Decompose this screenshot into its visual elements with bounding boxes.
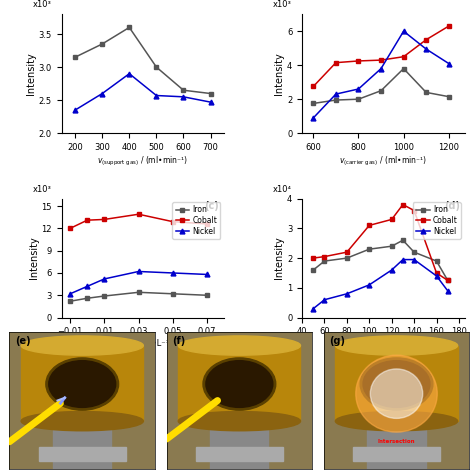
Nickel	[434, 273, 439, 279]
Nickel	[136, 269, 141, 274]
Nickel	[322, 297, 328, 302]
Cobalt	[400, 202, 406, 208]
Text: (e): (e)	[15, 336, 31, 346]
Cobalt	[84, 218, 90, 223]
Nickel	[445, 288, 451, 294]
Iron	[204, 292, 210, 298]
Nickel	[411, 257, 417, 263]
Ellipse shape	[360, 358, 433, 410]
Text: (d): (d)	[444, 201, 460, 211]
Ellipse shape	[178, 336, 301, 355]
Ellipse shape	[46, 358, 118, 410]
Iron	[411, 249, 417, 255]
Text: x10⁴: x10⁴	[273, 185, 292, 194]
Bar	[210, 420, 268, 469]
Bar	[367, 420, 426, 469]
Line: Nickel: Nickel	[68, 269, 210, 296]
Iron	[400, 237, 406, 243]
Iron	[170, 291, 176, 297]
Nickel	[310, 306, 316, 311]
Cobalt	[136, 211, 141, 217]
Ellipse shape	[21, 336, 143, 355]
Nickel	[366, 282, 372, 288]
Iron	[389, 243, 394, 249]
X-axis label: pH / (mol•L⁻¹): pH / (mol•L⁻¹)	[113, 339, 173, 348]
Circle shape	[356, 355, 437, 432]
Nickel	[344, 291, 350, 297]
Text: x10³: x10³	[32, 185, 51, 194]
Iron	[310, 267, 316, 273]
Cobalt	[411, 208, 417, 213]
Circle shape	[370, 369, 423, 419]
Y-axis label: Intensity: Intensity	[26, 52, 36, 95]
Nickel	[67, 291, 73, 297]
Line: Nickel: Nickel	[311, 257, 450, 311]
Text: (c): (c)	[204, 201, 219, 211]
Line: Iron: Iron	[68, 290, 210, 304]
Ellipse shape	[206, 361, 273, 408]
Y-axis label: Intensity: Intensity	[28, 237, 38, 280]
Nickel	[170, 270, 176, 276]
Cobalt	[170, 219, 176, 225]
Y-axis label: Intensity: Intensity	[274, 237, 284, 280]
Ellipse shape	[178, 411, 301, 431]
Cobalt	[101, 217, 107, 222]
Cobalt	[322, 254, 328, 259]
Text: x10³: x10³	[32, 0, 51, 9]
Text: Intersection: Intersection	[378, 439, 415, 444]
Iron	[84, 295, 90, 301]
Cobalt	[310, 255, 316, 261]
X-axis label: $v_{\rm (support\ gas)}$ / (ml•min⁻¹): $v_{\rm (support\ gas)}$ / (ml•min⁻¹)	[98, 155, 188, 168]
Bar	[53, 420, 111, 469]
Nickel	[400, 257, 406, 263]
Cobalt	[366, 222, 372, 228]
Line: Cobalt: Cobalt	[311, 202, 450, 283]
Iron	[366, 246, 372, 252]
Ellipse shape	[203, 358, 276, 410]
Iron	[445, 278, 451, 283]
Iron	[67, 298, 73, 304]
Text: (g): (g)	[329, 336, 346, 346]
Ellipse shape	[21, 411, 143, 431]
Text: x10³: x10³	[273, 0, 292, 9]
Ellipse shape	[336, 336, 457, 355]
Ellipse shape	[363, 361, 430, 408]
X-axis label: $v_{\rm (carrier\ gas)}$ / (ml•min⁻¹): $v_{\rm (carrier\ gas)}$ / (ml•min⁻¹)	[339, 155, 427, 168]
Iron	[434, 258, 439, 264]
Iron	[344, 255, 350, 261]
Cobalt	[204, 221, 210, 227]
Cobalt	[389, 217, 394, 222]
Bar	[21, 346, 143, 421]
Y-axis label: Intensity: Intensity	[274, 52, 284, 95]
Cobalt	[445, 278, 451, 283]
Nickel	[84, 283, 90, 289]
Bar	[353, 447, 440, 461]
Text: (f): (f)	[173, 336, 186, 346]
Line: Iron: Iron	[311, 238, 450, 283]
Cobalt	[344, 249, 350, 255]
Bar	[336, 346, 457, 421]
Iron	[101, 293, 107, 299]
Nickel	[389, 267, 394, 273]
Line: Cobalt: Cobalt	[68, 212, 210, 231]
Bar	[38, 447, 126, 461]
Legend: Iron, Cobalt, Nickel: Iron, Cobalt, Nickel	[413, 202, 461, 238]
Iron	[136, 290, 141, 295]
Bar	[178, 346, 301, 421]
Bar	[196, 447, 283, 461]
Ellipse shape	[49, 361, 116, 408]
Nickel	[204, 272, 210, 277]
X-axis label: power / W: power / W	[362, 339, 404, 348]
Cobalt	[434, 270, 439, 276]
Nickel	[101, 276, 107, 282]
Ellipse shape	[336, 411, 457, 431]
Legend: Iron, Cobalt, Nickel: Iron, Cobalt, Nickel	[173, 202, 220, 238]
Cobalt	[67, 226, 73, 231]
Iron	[322, 258, 328, 264]
